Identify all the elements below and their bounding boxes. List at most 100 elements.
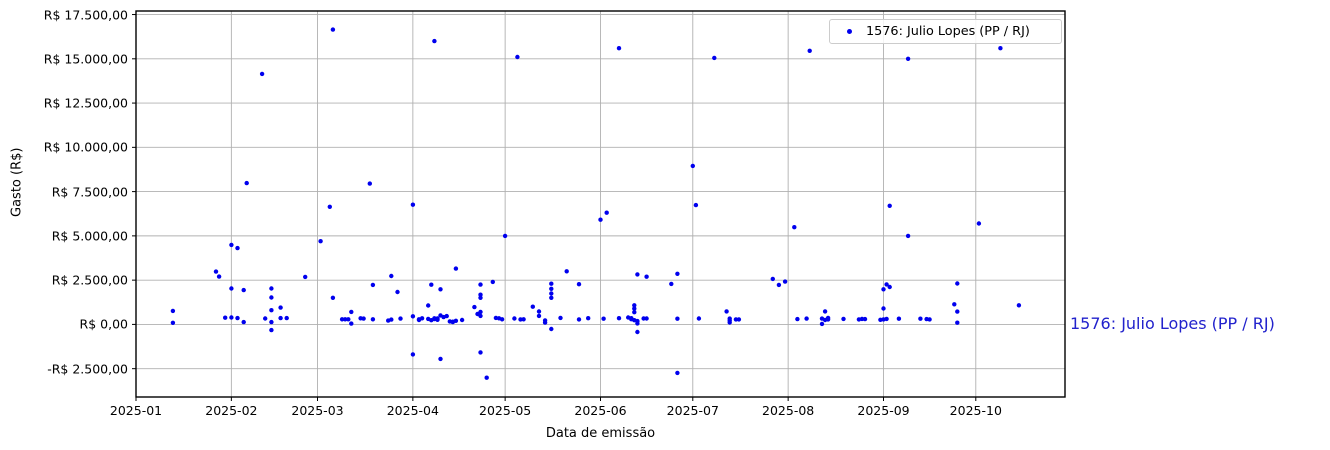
data-point — [518, 317, 523, 322]
data-point — [712, 55, 717, 61]
data-point — [278, 315, 283, 321]
data-point — [669, 281, 674, 287]
data-point — [632, 303, 637, 308]
data-point — [259, 71, 265, 77]
data-point — [435, 317, 440, 322]
data-point — [884, 316, 889, 322]
x-tick-label: 2025-01 — [109, 403, 163, 418]
data-point — [490, 279, 495, 285]
data-point — [370, 317, 376, 322]
data-point — [389, 317, 394, 322]
data-point — [349, 321, 354, 326]
data-point — [795, 316, 800, 322]
data-point — [170, 320, 176, 325]
data-point — [542, 320, 548, 325]
data-point — [478, 282, 483, 287]
y-tick-label: R$ 7.500,00 — [51, 184, 128, 200]
data-point — [269, 319, 274, 325]
data-point — [905, 56, 911, 61]
x-tick-label: 2025-04 — [386, 403, 439, 418]
data-point — [549, 286, 554, 291]
data-point — [549, 295, 554, 300]
data-point — [241, 319, 246, 325]
y-tick-label: R$ 0,00 — [79, 316, 128, 332]
data-point — [644, 316, 649, 321]
data-point — [367, 181, 372, 186]
data-point — [438, 356, 443, 362]
data-point — [223, 315, 228, 320]
data-point — [841, 316, 846, 322]
data-point — [229, 315, 234, 320]
data-point — [343, 317, 348, 322]
data-point — [216, 274, 222, 279]
data-point — [330, 295, 336, 300]
data-point — [884, 282, 889, 287]
y-tick-label: R$ 10.000,00 — [43, 139, 128, 155]
data-point — [478, 295, 483, 300]
x-tick-label: 2025-06 — [574, 403, 627, 418]
data-point — [395, 289, 400, 295]
data-point — [887, 203, 892, 208]
data-point — [644, 274, 649, 279]
data-point — [549, 281, 554, 286]
data-point — [370, 282, 376, 288]
data-point — [349, 309, 354, 315]
data-point — [269, 308, 274, 313]
data-point — [862, 316, 868, 322]
data-point — [229, 286, 234, 291]
data-point — [472, 304, 477, 310]
data-point — [303, 274, 308, 280]
data-point — [616, 46, 622, 51]
data-point — [410, 314, 416, 319]
y-axis-title: Gasto (R$) — [9, 147, 25, 217]
data-point — [444, 313, 449, 319]
data-point — [635, 329, 640, 335]
data-point — [536, 309, 542, 314]
data-point — [598, 217, 603, 222]
y-tick-label: R$ 15.000,00 — [43, 51, 128, 67]
y-tick-label: R$ 17.500,00 — [43, 7, 128, 23]
data-point — [896, 316, 902, 321]
data-point — [586, 316, 591, 321]
x-tick-label: 2025-05 — [479, 403, 532, 418]
data-point — [576, 282, 582, 287]
data-point — [426, 303, 431, 308]
data-point — [269, 286, 274, 291]
data-point — [675, 316, 680, 321]
data-point — [521, 317, 526, 322]
data-point — [601, 316, 606, 321]
y-tick-label: R$ 5.000,00 — [51, 228, 128, 244]
data-point — [736, 317, 742, 322]
legend-marker-icon — [847, 29, 852, 34]
data-point — [398, 316, 403, 321]
data-point — [389, 273, 394, 279]
data-point — [955, 281, 960, 286]
data-point — [632, 306, 637, 311]
data-point — [419, 316, 425, 321]
data-point — [819, 321, 825, 327]
data-point — [770, 276, 775, 282]
data-point — [170, 308, 176, 314]
data-point — [576, 317, 582, 322]
data-point — [549, 291, 554, 296]
data-point — [484, 375, 489, 380]
y-tick-label: R$ 12.500,00 — [43, 95, 128, 111]
data-point — [361, 316, 366, 321]
legend-label: 1576: Julio Lopes (PP / RJ) — [866, 24, 1030, 39]
data-point — [478, 292, 483, 297]
data-point — [1016, 303, 1022, 308]
data-point — [952, 302, 957, 307]
data-point — [690, 163, 695, 169]
data-point — [792, 225, 797, 230]
data-point — [918, 316, 923, 321]
data-point — [330, 27, 336, 32]
data-point — [241, 287, 246, 293]
data-point — [318, 239, 323, 244]
data-point — [235, 315, 240, 321]
data-point — [512, 316, 517, 321]
data-point — [515, 54, 520, 60]
data-point — [635, 321, 640, 326]
data-point — [776, 282, 782, 288]
